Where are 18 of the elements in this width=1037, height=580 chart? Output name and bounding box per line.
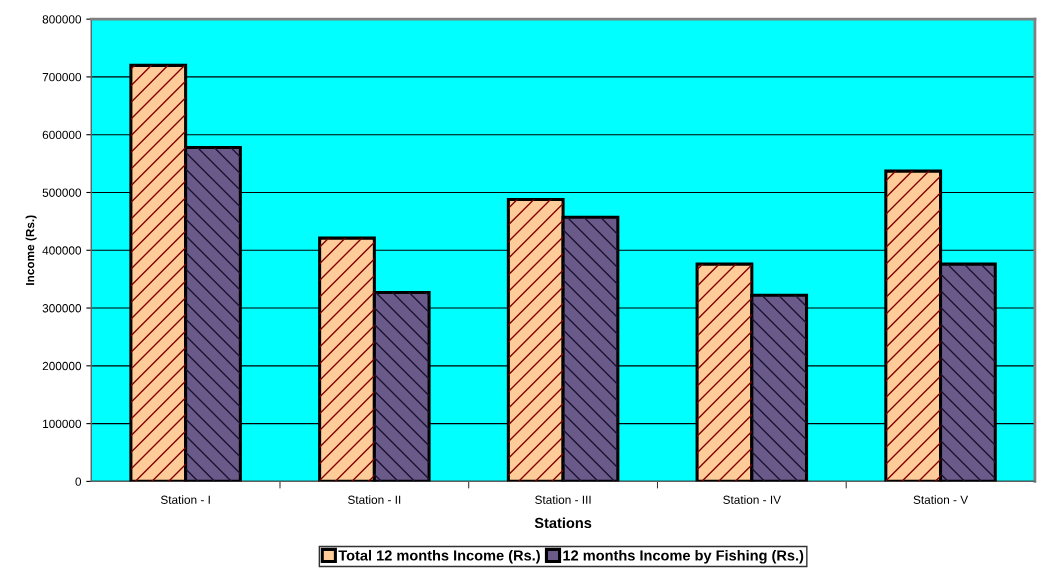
x-tick-label: Station - V — [913, 495, 969, 504]
y-tick-label: 300000 — [42, 304, 82, 313]
y-tick-label: 200000 — [42, 361, 82, 371]
y-tick-label: 400000 — [42, 246, 82, 255]
y-tick-label: 800000 — [42, 15, 82, 24]
y-tick-label: 500000 — [42, 188, 82, 197]
y-tick-label: 600000 — [42, 130, 82, 140]
y-axis-title: Income (Rs.) — [25, 215, 37, 285]
y-tick-label: 700000 — [42, 72, 82, 82]
legend-label: Total 12 months Income (Rs.) — [338, 549, 540, 564]
legend-label: 12 months Income by Fishing (Rs.) — [563, 549, 804, 564]
x-tick-label: Station - IV — [723, 495, 781, 504]
y-tick-label: 0 — [75, 477, 82, 486]
y-tick-label: 100000 — [43, 419, 82, 429]
x-tick-label: Station - II — [347, 495, 401, 504]
x-axis-title: Stations — [534, 517, 592, 529]
x-tick-label: Station - I — [160, 495, 210, 504]
x-tick-label: Station - III — [535, 495, 591, 504]
